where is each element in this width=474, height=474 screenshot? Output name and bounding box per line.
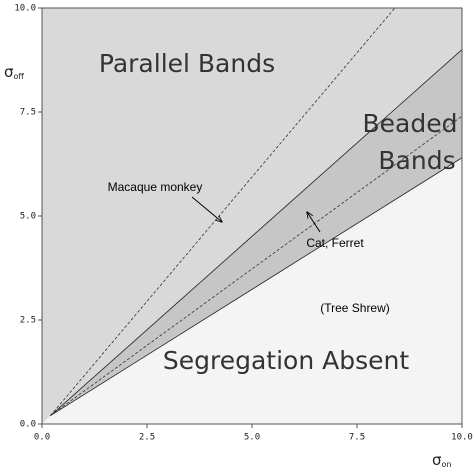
x-tick-label: 10.0 [451,433,473,443]
x-tick-label: 0.0 [34,433,50,443]
subscript: off [14,72,25,81]
y-axis-label: σoff [4,63,24,81]
subscript: on [442,460,452,469]
region-label: Segregation Absent [163,346,409,375]
symbol: σ [432,451,442,469]
boundary-line [50,49,463,416]
annotation: Macaque monkey [108,180,203,194]
y-tick-label: 10.0 [14,4,36,14]
region [42,157,462,424]
x-tick-label: 7.5 [349,433,365,443]
y-tick-label: 0.0 [20,420,36,430]
region [42,8,462,424]
annotation-arrow [191,196,222,222]
annotation: (Tree Shrew) [320,301,390,315]
x-axis-label: σon [432,451,451,469]
annotation-arrow [307,212,321,233]
y-tick-label: 5.0 [20,212,36,222]
region-label: Parallel Bands [99,49,275,78]
symbol: σ [4,63,14,81]
annotation: Cat, Ferret [306,236,364,250]
y-tick-label: 7.5 [20,108,36,118]
x-tick-label: 5.0 [244,433,260,443]
region-label: Beaded [363,109,458,138]
region-label: Bands [378,146,455,175]
x-tick-label: 2.5 [139,433,155,443]
y-tick-label: 2.5 [20,316,36,326]
reference-line [50,7,396,416]
boundary-line [50,157,463,417]
